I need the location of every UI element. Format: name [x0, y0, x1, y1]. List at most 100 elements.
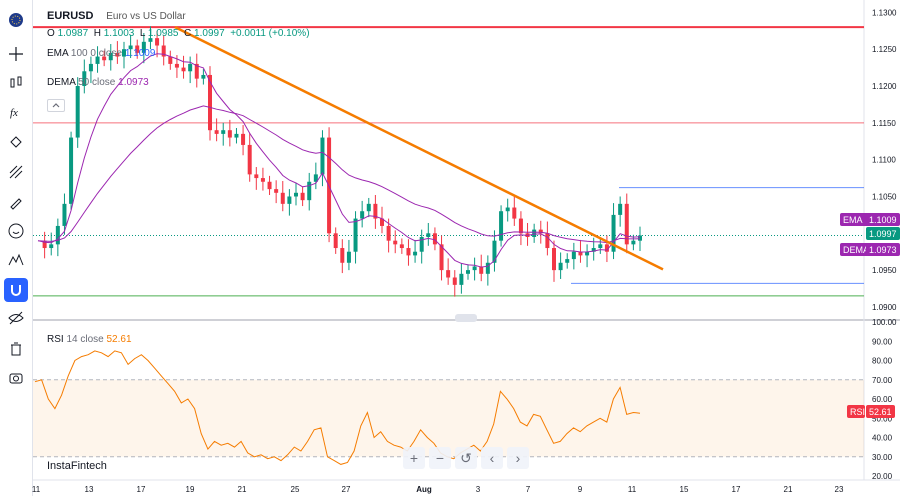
- candle-body: [287, 196, 292, 204]
- candle-body: [413, 251, 418, 256]
- candle-body: [42, 240, 47, 249]
- legend-collapse-button[interactable]: [47, 99, 65, 112]
- dema-line: [37, 53, 641, 268]
- rsi-tick-label: 90.00: [872, 337, 893, 346]
- low-value: 1.0985: [147, 28, 179, 39]
- candle-body: [300, 192, 305, 201]
- candle-body: [102, 56, 107, 61]
- lines-icon[interactable]: [4, 160, 28, 184]
- candle-body: [485, 262, 490, 274]
- time-tick-label: 3: [476, 485, 481, 494]
- candle-body: [115, 52, 120, 57]
- candle-body: [538, 229, 543, 234]
- candle-body: [267, 181, 272, 190]
- candle-body: [585, 251, 590, 256]
- time-tick-label: 21: [784, 485, 793, 494]
- rsi-axis-value: 52.61: [866, 405, 895, 418]
- price-tick-label: 1.1250: [872, 45, 897, 54]
- scroll-right-button[interactable]: ›: [507, 447, 529, 469]
- zoom-in-button[interactable]: +: [403, 447, 425, 469]
- candle-body: [234, 133, 239, 138]
- candle-body: [95, 56, 100, 64]
- candle-body: [148, 38, 153, 42]
- candle-body: [346, 251, 351, 263]
- price-tick-label: 1.1150: [872, 119, 896, 128]
- rsi-tick-label: 60.00: [872, 395, 893, 404]
- candle-body: [227, 130, 232, 138]
- zoom-out-button[interactable]: −: [429, 447, 451, 469]
- candle-body: [558, 262, 563, 271]
- dema-name: DEMA: [47, 77, 76, 88]
- symbol-ticker[interactable]: EURUSD: [47, 10, 94, 22]
- candle-body: [591, 248, 596, 252]
- candle-body: [406, 248, 411, 256]
- rsi-tick-label: 70.00: [872, 376, 893, 385]
- pane-resize-handle[interactable]: [455, 314, 477, 322]
- ohlc-legend: O 1.0987 H 1.1003 L 1.0985 C 1.0997 +0.0…: [47, 28, 310, 39]
- fx-icon[interactable]: fx: [4, 100, 28, 124]
- candle-body: [168, 56, 173, 64]
- candle-body: [88, 63, 93, 72]
- high-label: H: [93, 28, 101, 39]
- dema-legend[interactable]: DEMA 50 close 1.0973: [47, 77, 149, 88]
- scroll-left-button[interactable]: ‹: [481, 447, 503, 469]
- brush-icon[interactable]: [4, 190, 28, 214]
- candle-body: [75, 86, 80, 138]
- rsi-tick-label: 30.00: [872, 453, 893, 462]
- candle-body: [247, 144, 252, 175]
- candle-body: [194, 63, 199, 79]
- candle-body: [631, 240, 636, 245]
- smiley-icon[interactable]: [4, 219, 28, 243]
- camera-icon[interactable]: [4, 366, 28, 390]
- magnet-icon[interactable]: [4, 278, 28, 302]
- trash-icon[interactable]: [4, 337, 28, 361]
- candle-body: [69, 137, 74, 204]
- crosshair-icon[interactable]: [4, 42, 28, 66]
- candle-body: [532, 229, 537, 237]
- drawing-toolbar: fx: [0, 0, 33, 496]
- reset-button[interactable]: ↺: [455, 447, 477, 469]
- candle-body: [492, 240, 497, 263]
- rsi-legend[interactable]: RSI 14 close 52.61: [47, 334, 132, 345]
- candle-body: [604, 244, 609, 252]
- candle-body: [618, 203, 623, 215]
- candle-body: [188, 63, 193, 72]
- candle-body: [578, 251, 583, 256]
- time-tick-label: 27: [342, 485, 351, 494]
- candle-body: [624, 203, 629, 245]
- time-tick-label: 25: [291, 485, 300, 494]
- candles-icon[interactable]: [4, 71, 28, 95]
- close-label: C: [184, 28, 192, 39]
- chart-navigation: + − ↺ ‹ ›: [403, 447, 541, 471]
- ema-axis-value-text: 1.1009: [869, 214, 897, 225]
- eye-icon[interactable]: [4, 306, 28, 330]
- dema-value: 1.0973: [118, 77, 149, 88]
- candle-body: [128, 45, 133, 50]
- candle-body: [274, 189, 279, 193]
- pattern-icon[interactable]: [4, 248, 28, 272]
- low-label: L: [139, 28, 146, 39]
- ema-legend[interactable]: EMA 100 0 close 1.1009: [47, 48, 155, 59]
- ema-params: 100 0 close: [70, 48, 123, 59]
- candle-body: [353, 218, 358, 252]
- last-price-text: 1.0997: [869, 228, 897, 239]
- candle-body: [452, 277, 457, 285]
- candle-body: [393, 240, 398, 245]
- last-price-tag: 1.0997: [866, 227, 900, 240]
- time-tick-label: 9: [578, 485, 583, 494]
- candle-body: [472, 266, 477, 271]
- candle-body: [611, 214, 616, 252]
- candle-body: [446, 270, 451, 278]
- price-tick-label: 1.1200: [872, 82, 897, 91]
- time-tick-label: 15: [680, 485, 689, 494]
- candle-body: [432, 233, 437, 245]
- symbol-legend: EURUSD Euro vs US Dollar: [47, 10, 186, 22]
- candle-body: [254, 174, 259, 179]
- change-value: +0.0011 (+0.10%): [230, 28, 310, 39]
- flag-icon[interactable]: [4, 8, 28, 32]
- price-tick-label: 1.1050: [872, 192, 897, 201]
- ema-tag-label: EMA: [843, 214, 863, 225]
- open-value: 1.0987: [57, 28, 89, 39]
- nodes-icon[interactable]: [4, 130, 28, 154]
